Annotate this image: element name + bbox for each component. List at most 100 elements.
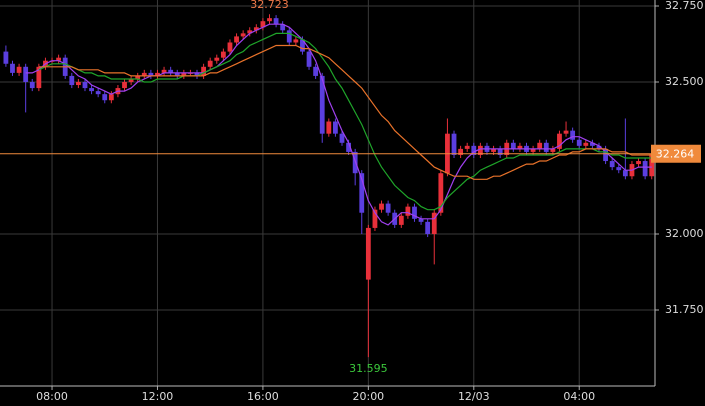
candle-body (550, 148, 556, 152)
candle-body (431, 212, 437, 234)
candle-body (240, 33, 246, 37)
ma-line (38, 44, 652, 180)
candle-body (385, 203, 391, 213)
candle-body (155, 72, 160, 76)
candle-body (398, 215, 404, 225)
candle-body (418, 218, 424, 222)
candle-body (497, 148, 503, 155)
candle-body (319, 75, 325, 134)
x-tick-label: 16:00 (247, 390, 279, 403)
candle-body (563, 130, 569, 134)
candle-body (346, 142, 351, 152)
candle-body (227, 42, 233, 52)
candle-body (405, 206, 411, 216)
candle-body (649, 153, 655, 177)
candle-body (214, 57, 220, 61)
candle-body (122, 82, 127, 89)
candle-body (16, 66, 22, 73)
candle-body (128, 78, 134, 82)
candle-body (570, 130, 576, 140)
candle-body (313, 66, 319, 76)
y-tick-label: 32.750 (665, 0, 704, 12)
candle-body (425, 221, 431, 234)
candle-body (537, 142, 543, 149)
candle-body (82, 82, 88, 89)
candle-body (590, 142, 595, 146)
candle-body (267, 18, 272, 22)
candle-body (412, 206, 417, 219)
high-label: 32.723 (250, 0, 289, 11)
candle-body (530, 148, 536, 152)
candle-body (576, 139, 582, 146)
candle-body (517, 145, 523, 149)
candle-body (451, 133, 457, 155)
candle-body (326, 121, 332, 134)
candle-body (379, 203, 384, 210)
ma-line (38, 32, 652, 211)
candle-body (471, 145, 477, 155)
candle-body (372, 209, 378, 228)
candle-body (174, 72, 180, 76)
candle-body (108, 94, 114, 101)
candle-body (148, 72, 154, 76)
candle-body (247, 30, 253, 34)
y-tick-label: 32.000 (665, 227, 704, 240)
last-price-tag (651, 144, 701, 163)
x-tick-label: 04:00 (563, 390, 595, 403)
candle-body (10, 63, 15, 73)
candle-body (622, 170, 628, 177)
candle-body (642, 161, 648, 177)
candle-body (464, 145, 470, 149)
candle-body (141, 72, 147, 76)
candle-body (75, 82, 81, 86)
candle-body (603, 148, 608, 162)
candle-body (29, 82, 35, 89)
candle-body (69, 75, 75, 86)
low-label: 31.595 (349, 362, 388, 375)
candle-body (95, 91, 101, 95)
candle-body (339, 133, 345, 143)
candle-body (477, 145, 483, 155)
y-tick-label: 31.750 (665, 303, 704, 316)
candle-body (609, 161, 615, 168)
candle-body (543, 142, 549, 152)
x-tick-label: 20:00 (352, 390, 384, 403)
candle-body (36, 66, 42, 89)
candle-body (273, 18, 279, 25)
candle-body (636, 161, 641, 165)
candle-body (557, 133, 562, 149)
candle-body (293, 39, 299, 43)
candle-body (280, 24, 286, 31)
candle-body (583, 142, 589, 146)
candle-body (365, 227, 371, 280)
y-tick-label: 32.500 (665, 75, 704, 88)
candle-body (306, 51, 312, 67)
candle-body (333, 121, 338, 134)
candle-body (220, 51, 226, 58)
candle-body (102, 94, 108, 101)
candle-body (201, 66, 206, 76)
x-tick-label: 12/03 (458, 390, 490, 403)
candle-body (161, 69, 167, 73)
candle-body (286, 30, 292, 43)
x-tick-label: 12:00 (142, 390, 174, 403)
candle-body (458, 148, 464, 155)
candle-body (234, 36, 239, 43)
candle-body (56, 57, 62, 61)
candle-body (89, 88, 94, 92)
ma-line (25, 23, 652, 226)
candle-body (359, 173, 365, 213)
candle-body (510, 142, 516, 149)
candle-body (23, 66, 29, 82)
candle-body (596, 145, 602, 149)
candle-body (194, 72, 200, 76)
x-tick-label: 08:00 (36, 390, 68, 403)
candle-body (181, 72, 187, 76)
candle-body (438, 173, 444, 213)
candle-body (3, 51, 9, 64)
candle-body (168, 69, 174, 73)
last-price-label: 32.264 (656, 148, 695, 161)
candle-body (616, 167, 622, 171)
